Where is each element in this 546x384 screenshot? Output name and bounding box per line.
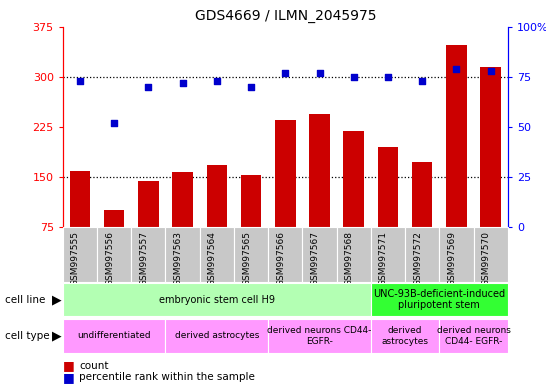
Text: GSM997557: GSM997557 <box>139 231 149 286</box>
Bar <box>337 227 371 282</box>
Bar <box>63 227 97 282</box>
Point <box>110 120 118 126</box>
Point <box>384 74 393 80</box>
Text: undifferentiated: undifferentiated <box>78 331 151 341</box>
Text: GSM997564: GSM997564 <box>208 231 217 286</box>
Bar <box>309 114 330 276</box>
Text: GSM997556: GSM997556 <box>105 231 114 286</box>
Text: cell type: cell type <box>5 331 50 341</box>
Point <box>315 70 324 76</box>
Text: cell line: cell line <box>5 295 46 305</box>
Text: GSM997563: GSM997563 <box>174 231 182 286</box>
Point <box>75 78 84 84</box>
Bar <box>165 227 200 282</box>
Bar <box>480 67 501 276</box>
Bar <box>268 319 371 353</box>
Bar <box>63 283 371 316</box>
Text: UNC-93B-deficient-induced
pluripotent stem: UNC-93B-deficient-induced pluripotent st… <box>373 289 506 310</box>
Text: GSM997567: GSM997567 <box>311 231 319 286</box>
Bar <box>234 227 268 282</box>
Bar <box>440 319 508 353</box>
Point <box>144 84 153 90</box>
Bar <box>378 147 398 276</box>
Point <box>281 70 289 76</box>
Bar <box>138 181 159 276</box>
Text: ■: ■ <box>63 371 75 384</box>
Text: ▶: ▶ <box>52 329 62 343</box>
Text: derived neurons
CD44- EGFR-: derived neurons CD44- EGFR- <box>437 326 511 346</box>
Text: GSM997565: GSM997565 <box>242 231 251 286</box>
Text: percentile rank within the sample: percentile rank within the sample <box>79 372 255 382</box>
Bar <box>302 227 337 282</box>
Bar <box>206 165 227 276</box>
Bar <box>371 283 508 316</box>
Bar <box>371 319 440 353</box>
Point <box>247 84 256 90</box>
Text: derived neurons CD44-
EGFR-: derived neurons CD44- EGFR- <box>268 326 372 346</box>
Point <box>418 78 426 84</box>
Point <box>212 78 221 84</box>
Bar <box>343 131 364 276</box>
Bar <box>268 227 302 282</box>
Bar <box>241 175 262 276</box>
Point <box>486 68 495 74</box>
Text: ■: ■ <box>63 359 75 372</box>
Bar <box>412 162 432 276</box>
Text: embryonic stem cell H9: embryonic stem cell H9 <box>159 295 275 305</box>
Text: GSM997571: GSM997571 <box>379 231 388 286</box>
Bar <box>63 319 165 353</box>
Bar <box>200 227 234 282</box>
Text: ▶: ▶ <box>52 293 62 306</box>
Text: GSM997568: GSM997568 <box>345 231 354 286</box>
Bar <box>173 172 193 276</box>
Bar <box>275 120 295 276</box>
Bar <box>165 319 268 353</box>
Bar <box>405 227 440 282</box>
Text: count: count <box>79 361 109 371</box>
Point <box>349 74 358 80</box>
Bar <box>70 171 90 276</box>
Bar <box>473 227 508 282</box>
Title: GDS4669 / ILMN_2045975: GDS4669 / ILMN_2045975 <box>194 9 376 23</box>
Text: derived
astrocytes: derived astrocytes <box>382 326 429 346</box>
Bar <box>440 227 473 282</box>
Bar <box>446 45 467 276</box>
Bar <box>97 227 131 282</box>
Point <box>452 66 461 72</box>
Bar <box>131 227 165 282</box>
Text: GSM997555: GSM997555 <box>71 231 80 286</box>
Text: GSM997569: GSM997569 <box>447 231 456 286</box>
Bar <box>104 210 124 276</box>
Text: GSM997572: GSM997572 <box>413 231 422 286</box>
Bar <box>371 227 405 282</box>
Text: derived astrocytes: derived astrocytes <box>175 331 259 341</box>
Text: GSM997566: GSM997566 <box>276 231 285 286</box>
Point <box>178 80 187 86</box>
Text: GSM997570: GSM997570 <box>482 231 491 286</box>
